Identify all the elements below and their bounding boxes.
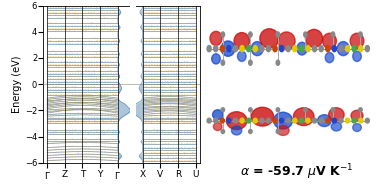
Circle shape (332, 46, 336, 52)
Circle shape (253, 118, 257, 123)
Circle shape (359, 32, 362, 37)
Circle shape (306, 118, 310, 123)
Circle shape (365, 46, 369, 52)
Circle shape (339, 118, 343, 123)
Circle shape (345, 46, 350, 52)
Ellipse shape (337, 42, 349, 56)
Circle shape (249, 130, 252, 134)
Circle shape (319, 118, 323, 123)
Circle shape (207, 118, 211, 123)
Ellipse shape (212, 110, 223, 120)
Ellipse shape (210, 31, 222, 45)
Circle shape (246, 118, 251, 123)
Ellipse shape (328, 108, 344, 122)
Ellipse shape (350, 33, 364, 49)
Ellipse shape (277, 125, 289, 135)
Circle shape (359, 46, 363, 52)
Circle shape (214, 46, 218, 52)
Circle shape (319, 46, 323, 52)
Ellipse shape (221, 41, 235, 56)
Circle shape (227, 46, 231, 52)
Circle shape (299, 118, 304, 123)
Circle shape (214, 118, 218, 123)
Ellipse shape (325, 53, 334, 63)
Circle shape (331, 32, 335, 37)
Ellipse shape (278, 32, 295, 50)
Ellipse shape (353, 124, 361, 131)
Ellipse shape (260, 29, 279, 48)
Ellipse shape (237, 51, 246, 62)
Circle shape (326, 118, 330, 123)
Circle shape (286, 46, 290, 52)
Circle shape (249, 60, 252, 65)
Ellipse shape (331, 122, 342, 131)
Circle shape (276, 60, 280, 65)
Circle shape (299, 46, 304, 52)
Circle shape (359, 118, 363, 123)
Circle shape (280, 46, 284, 52)
Bar (130, 6, 136, 163)
Circle shape (273, 46, 277, 52)
Circle shape (306, 46, 310, 52)
Circle shape (246, 46, 251, 52)
Ellipse shape (322, 33, 336, 49)
Circle shape (339, 46, 343, 52)
Circle shape (352, 118, 356, 123)
Ellipse shape (212, 54, 220, 64)
Circle shape (240, 118, 244, 123)
Ellipse shape (274, 112, 293, 129)
Circle shape (359, 108, 362, 112)
Circle shape (253, 46, 257, 52)
Circle shape (249, 108, 252, 112)
Circle shape (276, 108, 280, 112)
Circle shape (266, 118, 271, 123)
Circle shape (293, 46, 297, 52)
Circle shape (221, 32, 225, 37)
Circle shape (365, 118, 369, 123)
Ellipse shape (318, 115, 331, 127)
Circle shape (352, 46, 356, 52)
Circle shape (273, 118, 277, 123)
Circle shape (345, 118, 350, 123)
Circle shape (234, 46, 237, 52)
Circle shape (260, 118, 264, 123)
Ellipse shape (251, 107, 274, 126)
Circle shape (276, 32, 280, 37)
Y-axis label: Energy (eV): Energy (eV) (12, 55, 22, 113)
Circle shape (286, 118, 290, 123)
Circle shape (260, 46, 264, 52)
Circle shape (220, 118, 225, 123)
Circle shape (326, 46, 330, 52)
Ellipse shape (297, 42, 307, 55)
Ellipse shape (231, 126, 242, 135)
Circle shape (293, 118, 297, 123)
Ellipse shape (214, 123, 222, 131)
Circle shape (304, 32, 307, 37)
Ellipse shape (305, 29, 322, 47)
Circle shape (304, 108, 307, 112)
Circle shape (207, 46, 211, 52)
Ellipse shape (293, 108, 314, 125)
Text: $\alpha$ = -59.7 $\mu$V K$^{-1}$: $\alpha$ = -59.7 $\mu$V K$^{-1}$ (240, 162, 354, 182)
Ellipse shape (234, 33, 249, 49)
Circle shape (249, 32, 252, 37)
Circle shape (313, 118, 317, 123)
Circle shape (276, 130, 280, 134)
Circle shape (266, 46, 271, 52)
Circle shape (220, 46, 225, 52)
Circle shape (227, 118, 231, 123)
Ellipse shape (353, 51, 361, 62)
Circle shape (234, 118, 237, 123)
Ellipse shape (226, 112, 247, 130)
Ellipse shape (351, 110, 363, 121)
Circle shape (332, 118, 336, 123)
Circle shape (221, 60, 225, 65)
Circle shape (221, 108, 225, 112)
Circle shape (313, 46, 317, 52)
Circle shape (240, 46, 244, 52)
Circle shape (280, 118, 284, 123)
Circle shape (221, 130, 225, 134)
Ellipse shape (251, 42, 263, 56)
Circle shape (331, 108, 335, 112)
